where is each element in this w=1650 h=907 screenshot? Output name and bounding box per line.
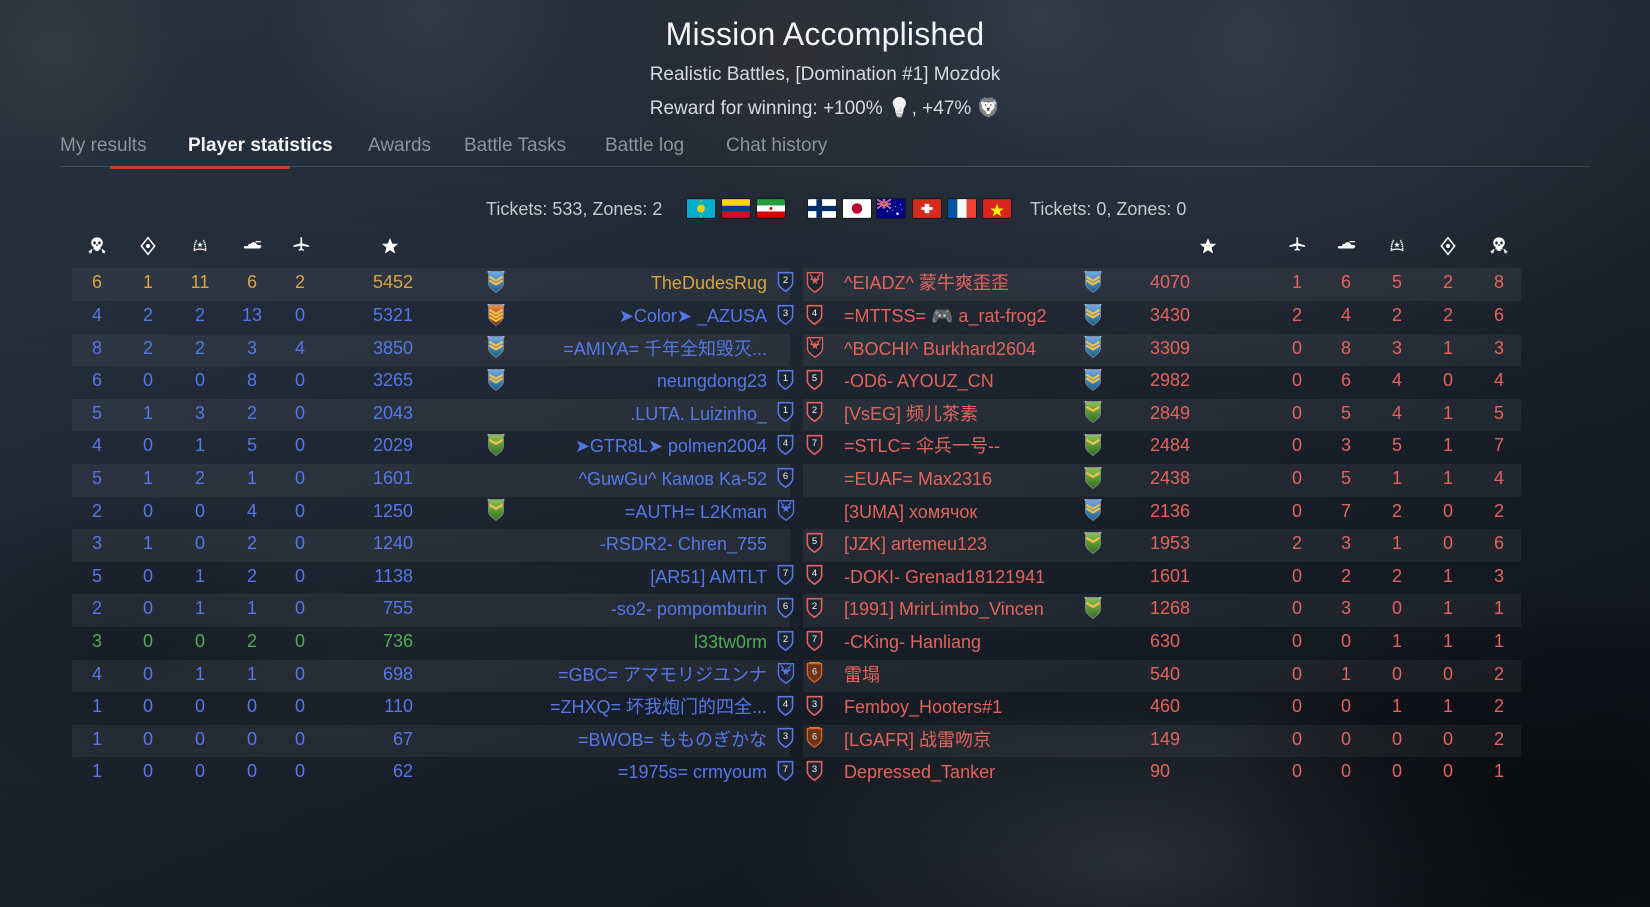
- svg-text:7: 7: [783, 568, 788, 579]
- svg-text:7: 7: [783, 764, 788, 775]
- svg-text:4: 4: [783, 438, 788, 449]
- svg-text:4: 4: [812, 568, 817, 579]
- svg-text:2: 2: [812, 405, 817, 416]
- svg-text:6: 6: [783, 471, 788, 482]
- svg-text:7: 7: [812, 438, 817, 449]
- svg-text:3: 3: [783, 731, 788, 742]
- svg-text:4: 4: [812, 308, 817, 319]
- svg-text:6: 6: [812, 732, 817, 742]
- svg-text:3: 3: [783, 308, 788, 319]
- svg-text:3: 3: [812, 764, 817, 775]
- svg-text:2: 2: [812, 601, 817, 612]
- svg-text:2: 2: [783, 634, 788, 645]
- svg-text:4: 4: [783, 699, 788, 710]
- svg-text:6: 6: [783, 601, 788, 612]
- svg-text:1: 1: [783, 405, 788, 416]
- svg-text:1: 1: [783, 373, 788, 384]
- svg-text:3: 3: [812, 699, 817, 710]
- svg-text:7: 7: [812, 634, 817, 645]
- svg-text:5: 5: [812, 536, 817, 547]
- svg-text:6: 6: [812, 666, 817, 676]
- svg-text:2: 2: [783, 275, 788, 286]
- svg-text:5: 5: [812, 373, 817, 384]
